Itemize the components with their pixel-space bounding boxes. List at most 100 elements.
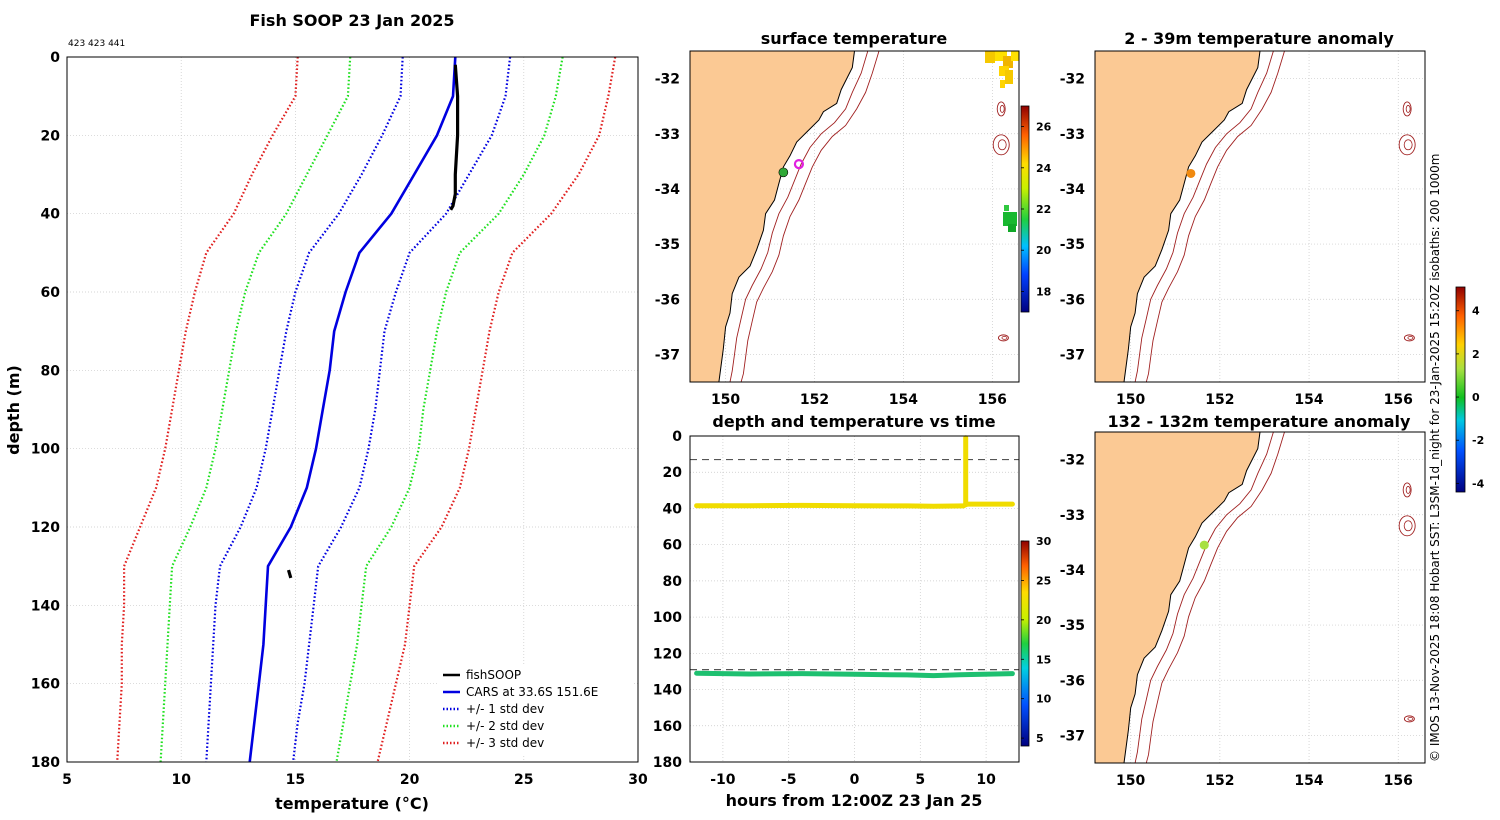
map-lon-tick-label: 150 (1116, 773, 1145, 789)
land-australia (1095, 432, 1421, 763)
timeseries-xtick-label: 0 (850, 772, 860, 788)
vessel-ids: 423 423 441 (68, 39, 125, 49)
legend-std2: +/- 2 std dev (466, 719, 544, 733)
station-marker (1186, 168, 1196, 178)
profile-xtick-label: 30 (628, 772, 648, 788)
profile-ytick-label: 80 (41, 363, 61, 379)
map-lon-tick-label: 152 (1205, 392, 1234, 408)
profile-ytick-label: 180 (31, 755, 60, 771)
map-lon-tick-label: 152 (800, 392, 829, 408)
colorbar-tick-label: 20 (1036, 614, 1052, 627)
map-lat-tick-label: -35 (655, 237, 680, 253)
cars-plus2-line (335, 57, 564, 762)
seamount-isobaths (992, 101, 1010, 342)
sst-patch-north (985, 51, 1019, 88)
timeseries-ytick-label: 160 (653, 719, 682, 735)
station-marker (778, 167, 789, 178)
anomaly-colorbar-ticks: -4 -2 0 2 4 (1456, 305, 1485, 490)
isobath-1000m (1145, 51, 1285, 382)
anom-lower-map: 150 152 154 156 -32 -33 -34 -35 -36 -37 (1060, 431, 1426, 789)
timeseries-colorbar-bar (1020, 540, 1030, 747)
map-lat-tick-label: -36 (1060, 673, 1085, 689)
legend-fishsoop: fishSOOP (466, 668, 521, 682)
timeseries-ytick-label: 180 (653, 755, 682, 771)
timeseries-xtick-label: -10 (710, 772, 736, 788)
timeseries-frame (689, 435, 1020, 763)
profile-ytick-label: 140 (31, 598, 60, 614)
seamount-ring-inner (1403, 139, 1413, 151)
colorbar-tick-label: 20 (1036, 244, 1052, 257)
seamount-ring-inner (1405, 486, 1411, 494)
cars-minus3-line (116, 57, 299, 762)
profile-plot: 5 10 15 20 25 30 0 20 40 60 80 100 120 140 160 180 (31, 50, 648, 788)
map-lat-tick-label: -33 (655, 127, 680, 143)
seamount-ring (1398, 134, 1416, 156)
map-lat-tick-label: -33 (1060, 508, 1085, 524)
seamount-ring (1402, 482, 1412, 498)
colorbar-tick-label: 5 (1036, 732, 1044, 745)
sst-map-frame (689, 50, 1020, 383)
map-lat-tick-label: -33 (1060, 127, 1085, 143)
isobath-1000m (1145, 432, 1285, 763)
map-lat-tick-label: -34 (655, 182, 681, 198)
seamount-ring-inner (1403, 520, 1413, 532)
anom-upper-tick-labels: 150 152 154 156 -32 -33 -34 -35 -36 -37 (1060, 72, 1413, 408)
land-australia (690, 51, 1015, 382)
colorbar-tick-label: 10 (1036, 693, 1052, 706)
map-lon-tick-label: 150 (711, 392, 740, 408)
map-lat-tick-label: -37 (1060, 347, 1085, 363)
timeseries-ytick-label: 60 (663, 538, 683, 554)
isobath-200m (729, 51, 869, 382)
map-lon-tick-label: 156 (1384, 773, 1413, 789)
sst-colorbar: 18 20 22 24 26 (1020, 105, 1052, 313)
profile-lines (116, 57, 617, 762)
timeseries-data (690, 435, 1019, 679)
profile-ytick-label: 100 (31, 442, 60, 458)
seamount-ring-inner (1405, 105, 1411, 113)
map-lat-tick-label: -36 (1060, 292, 1085, 308)
anom-lower-markers (1199, 540, 1209, 550)
isobath-1000m (740, 51, 880, 382)
colorbar-tick-label: 30 (1036, 535, 1052, 548)
sst-map: 150 152 154 156 -32 -33 -34 -35 -36 -37 (655, 50, 1020, 408)
profile-plot-area (67, 57, 638, 762)
seamount-ring-inner (997, 139, 1007, 151)
timeseries-ytick-label: 0 (672, 429, 682, 445)
colorbar-tick-label: -4 (1472, 477, 1485, 490)
sst-patch-south (1003, 205, 1017, 232)
profile-grid (67, 57, 638, 762)
timeseries-grid (690, 436, 1019, 762)
seamount-ring (1398, 515, 1416, 537)
timeseries-xtick-label: 5 (915, 772, 925, 788)
sst-map-tick-labels: 150 152 154 156 -32 -33 -34 -35 -36 -37 (655, 72, 1007, 408)
profile-xtick-label: 20 (400, 772, 420, 788)
profile-ytick-label: 120 (31, 520, 60, 536)
profile-ytick-label: 40 (41, 207, 61, 223)
profile-xtick-label: 5 (62, 772, 72, 788)
seamount-ring-inner (1407, 335, 1414, 340)
cars-plus3-line (376, 57, 617, 762)
timeseries-ytick-label: 140 (653, 683, 682, 699)
profile-ytick-label: 20 (41, 128, 61, 144)
profile-xtick-label: 15 (286, 772, 305, 788)
timeseries-ytick-label: 80 (663, 574, 683, 590)
anom-lower-tick-labels: 150 152 154 156 -32 -33 -34 -35 -36 -37 (1060, 453, 1413, 789)
land-australia (1095, 51, 1421, 382)
profile-ytick-label: 0 (50, 50, 60, 66)
profile-ytick-label: 160 (31, 677, 60, 693)
legend-std1: +/- 1 std dev (466, 702, 544, 716)
colorbar-tick-label: 24 (1036, 162, 1052, 175)
seamount-ring-inner (1001, 335, 1008, 340)
profile-frame (66, 56, 639, 763)
profile-ytick-label: 60 (41, 285, 61, 301)
seamount-isobaths (1398, 101, 1416, 342)
cars-minus1-line (205, 57, 404, 762)
fishsoop-upper-line (449, 64, 460, 211)
sst-colorbar-ticks: 18 20 22 24 26 (1021, 121, 1052, 298)
map-lon-tick-label: 152 (1205, 773, 1234, 789)
timeseries-ytick-label: 20 (663, 465, 683, 481)
profile-title: Fish SOOP 23 Jan 2025 (250, 11, 455, 30)
cars-mean-line (248, 57, 457, 762)
colorbar-tick-label: 22 (1036, 203, 1051, 216)
